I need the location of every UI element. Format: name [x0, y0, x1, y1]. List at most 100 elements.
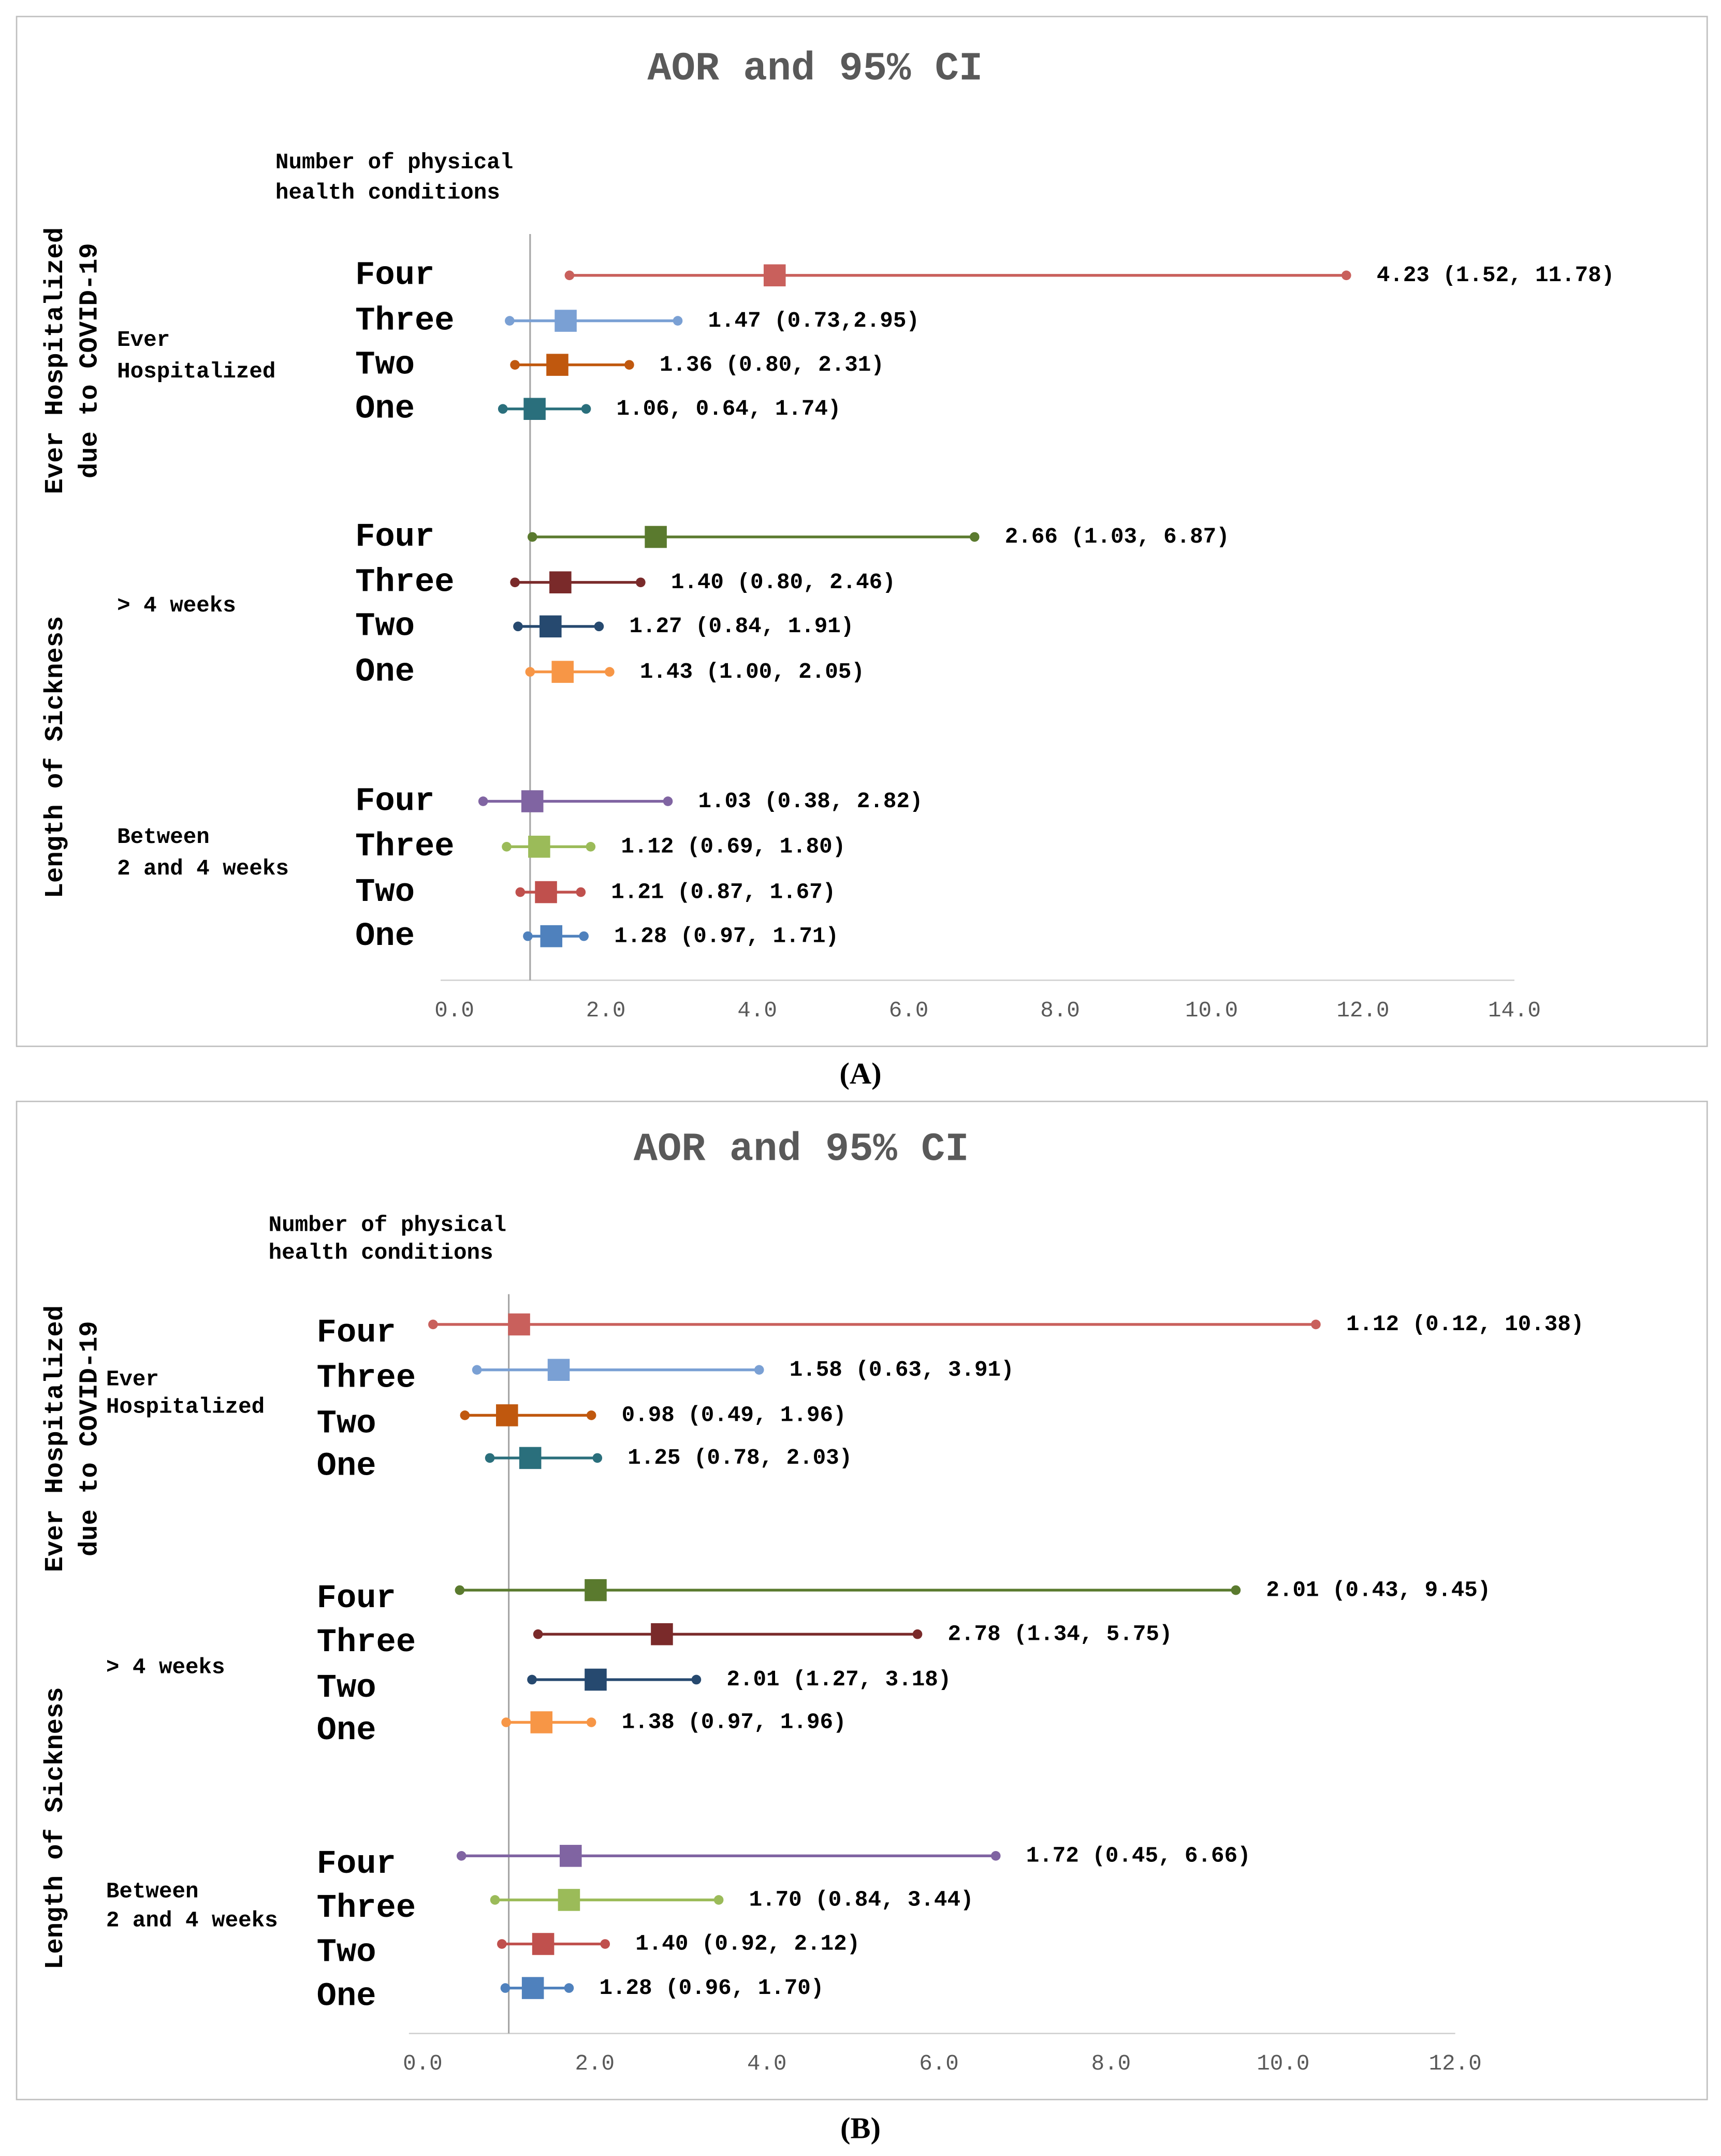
row-label: Four	[317, 1315, 396, 1352]
group-label: Ever	[117, 328, 170, 353]
point-estimate	[560, 1845, 582, 1867]
x-tick-label: 8.0	[1040, 998, 1080, 1023]
row-label: Four	[355, 519, 434, 556]
ci-upper	[1311, 1319, 1321, 1330]
group-label: > 4 weeks	[106, 1655, 225, 1680]
ci-upper	[912, 1629, 923, 1639]
point-estimate	[539, 615, 562, 638]
point-estimate	[521, 790, 544, 812]
x-tick-label: 4.0	[737, 998, 777, 1023]
section-label: due to COVID-19	[75, 243, 105, 478]
group-label: Hospitalized	[106, 1395, 265, 1420]
ci-upper	[600, 1939, 610, 1949]
ci-upper	[624, 360, 634, 370]
ci-lower	[460, 1410, 470, 1420]
row-label: Two	[317, 1405, 376, 1443]
ci-upper	[990, 1851, 1001, 1861]
row-label: One	[317, 1712, 376, 1750]
ci-lower	[428, 1319, 438, 1330]
panel-caption: (B)	[840, 2111, 881, 2145]
subtitle: Number of physical	[275, 150, 513, 175]
x-tick-label: 8.0	[1091, 2051, 1131, 2076]
ci-upper	[605, 667, 615, 677]
value-label: 1.12 (0.12, 10.38)	[1346, 1312, 1584, 1337]
point-estimate	[519, 1447, 542, 1469]
value-label: 1.72 (0.45, 6.66)	[1026, 1844, 1251, 1869]
x-tick-label: 0.0	[434, 998, 474, 1023]
row-label: Two	[355, 346, 415, 384]
row-label: One	[355, 918, 415, 955]
panel-border	[16, 1100, 1708, 2101]
x-tick-label: 10.0	[1257, 2051, 1309, 2076]
ci-upper	[586, 1717, 596, 1727]
value-label: 1.70 (0.84, 3.44)	[749, 1888, 974, 1913]
value-label: 1.43 (1.00, 2.05)	[640, 660, 865, 684]
x-tick-label: 10.0	[1185, 998, 1238, 1023]
value-label: 1.28 (0.96, 1.70)	[599, 1976, 824, 2001]
point-estimate	[540, 925, 563, 948]
row-label: One	[317, 1448, 376, 1485]
value-label: 1.36 (0.80, 2.31)	[660, 353, 884, 377]
ci-lower	[498, 404, 508, 414]
point-estimate	[508, 1313, 530, 1336]
section-label: Ever Hospitalized	[41, 1305, 70, 1572]
value-label: 1.25 (0.78, 2.03)	[628, 1446, 852, 1470]
point-estimate	[585, 1579, 607, 1601]
row-label: Three	[355, 564, 454, 602]
ci-lower	[513, 621, 523, 632]
ci-upper	[1341, 270, 1351, 281]
point-estimate	[532, 1933, 555, 1955]
value-label: 1.40 (0.80, 2.46)	[671, 570, 896, 595]
point-estimate	[763, 264, 786, 287]
ci-upper	[579, 931, 589, 941]
point-estimate	[547, 1359, 570, 1381]
point-estimate	[551, 661, 574, 683]
row-label: One	[355, 653, 415, 691]
ci-lower	[478, 796, 488, 806]
ci-lower	[501, 1717, 511, 1727]
group-label: 2 and 4 weeks	[117, 856, 289, 881]
ci-upper	[1231, 1585, 1241, 1595]
ci-lower	[510, 577, 520, 588]
ci-upper	[576, 887, 586, 897]
ci-lower	[456, 1851, 466, 1861]
point-estimate	[523, 398, 546, 420]
ci-lower	[523, 931, 533, 941]
value-label: 1.27 (0.84, 1.91)	[629, 614, 854, 639]
x-tick-label: 6.0	[919, 2051, 959, 2076]
ci-lower	[564, 270, 575, 281]
value-label: 2.01 (1.27, 3.18)	[726, 1667, 951, 1692]
x-tick-label: 4.0	[747, 2051, 787, 2076]
ci-upper	[594, 621, 604, 632]
point-estimate	[558, 1889, 580, 1911]
point-estimate	[651, 1623, 673, 1645]
ci-upper	[581, 404, 591, 414]
ci-upper	[663, 796, 673, 806]
point-estimate	[496, 1404, 518, 1426]
value-label: 1.40 (0.92, 2.12)	[635, 1932, 860, 1957]
x-tick-label: 14.0	[1488, 998, 1541, 1023]
group-label: Between	[106, 1880, 199, 1904]
ci-lower	[485, 1453, 495, 1463]
value-label: 2.78 (1.34, 5.75)	[948, 1622, 1173, 1647]
row-label: Three	[317, 1890, 416, 1927]
point-estimate	[585, 1668, 607, 1691]
ci-upper	[713, 1895, 724, 1905]
x-tick-label: 12.0	[1336, 998, 1389, 1023]
value-label: 1.12 (0.69, 1.80)	[621, 835, 845, 860]
value-label: 2.66 (1.03, 6.87)	[1005, 525, 1230, 549]
point-estimate	[645, 526, 667, 548]
ci-upper	[691, 1674, 702, 1685]
ci-upper	[673, 316, 683, 326]
point-estimate	[549, 571, 572, 594]
x-tick-label: 2.0	[575, 2051, 615, 2076]
ci-lower	[510, 360, 520, 370]
row-label: Four	[355, 257, 434, 295]
group-label: Ever	[106, 1367, 159, 1392]
ci-lower	[527, 1674, 537, 1685]
value-label: 1.47 (0.73,2.95)	[708, 309, 920, 333]
ci-lower	[502, 841, 512, 852]
value-label: 1.38 (0.97, 1.96)	[622, 1710, 847, 1735]
chart-title: AOR and 95% CI	[647, 47, 983, 92]
